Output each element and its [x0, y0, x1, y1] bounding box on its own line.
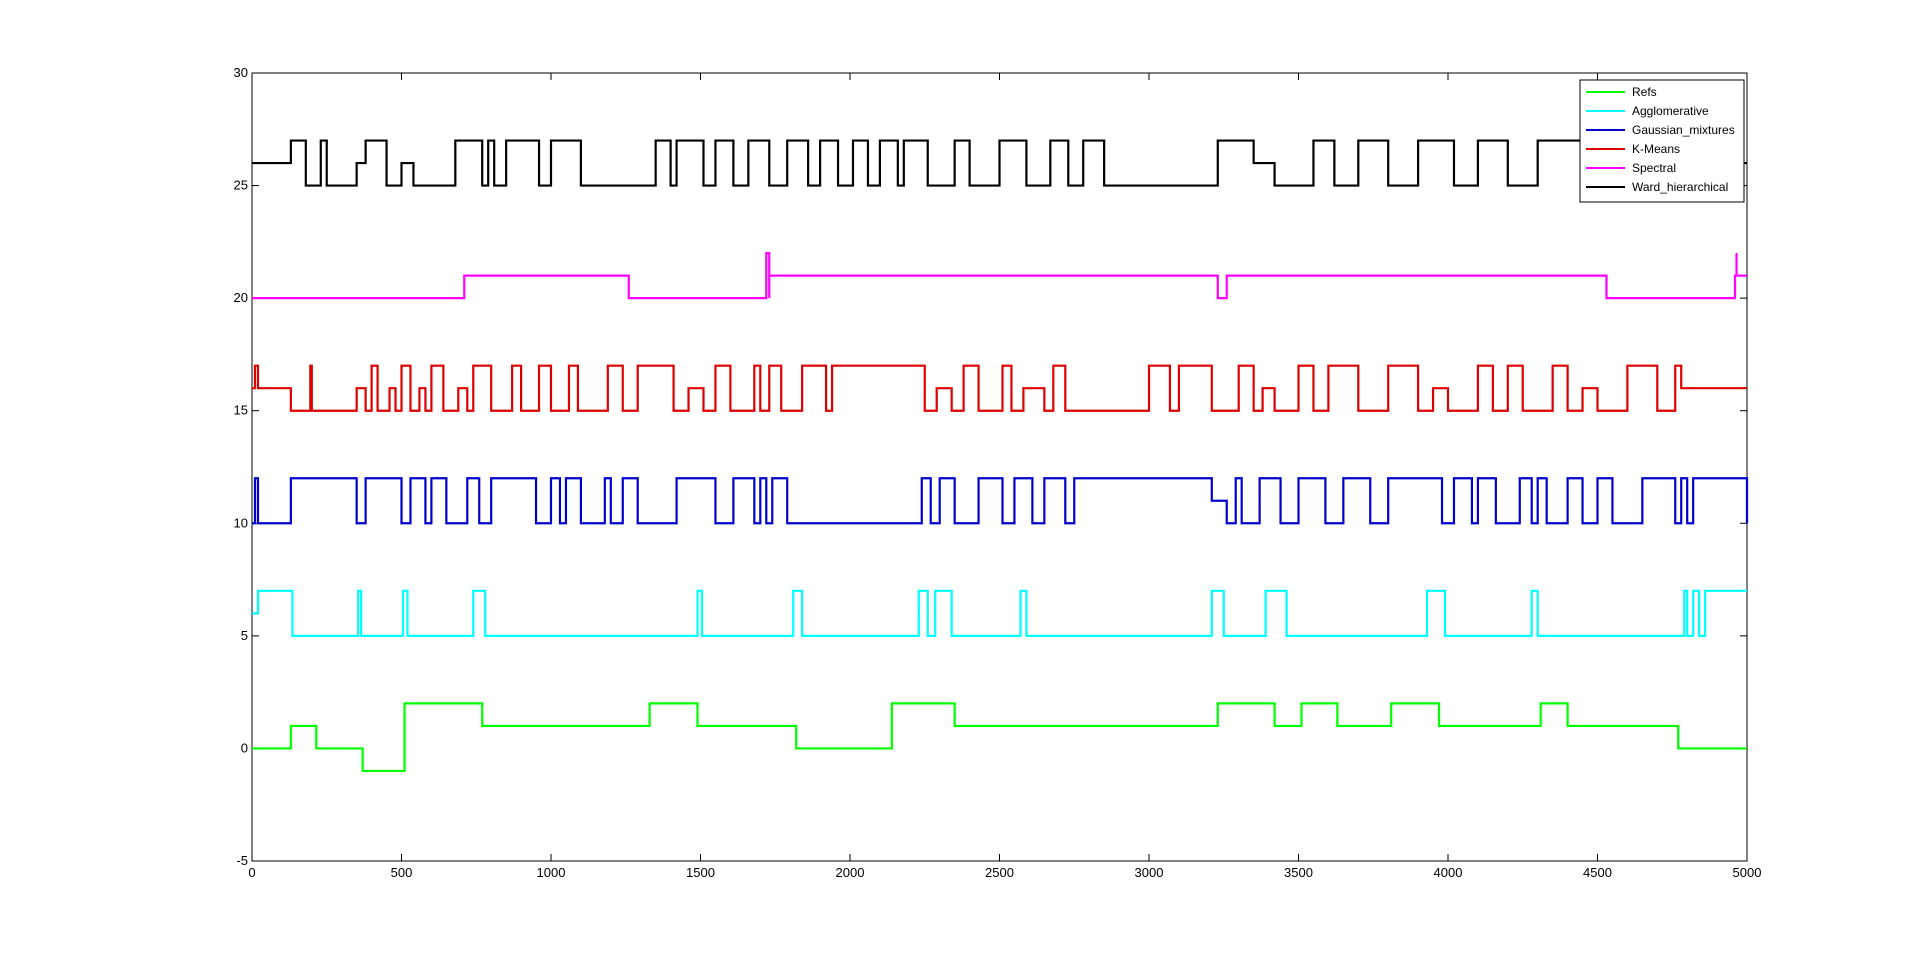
x-tick-label: 2500 — [985, 865, 1014, 880]
y-tick-label: 0 — [241, 740, 248, 755]
series-line-ward-hierarchical — [252, 139, 1747, 187]
y-tick-label: 15 — [234, 403, 248, 418]
series-lines — [252, 139, 1749, 773]
y-tick-label: 5 — [241, 628, 248, 643]
y-tick-label: -5 — [236, 853, 248, 868]
y-tick-label: 20 — [234, 290, 248, 305]
series-line-k-means — [252, 364, 1747, 412]
y-tick-label: 30 — [234, 65, 248, 80]
legend-label: K-Means — [1632, 142, 1680, 156]
series-line-agglomerative — [252, 589, 1747, 637]
x-tick-label: 3000 — [1135, 865, 1164, 880]
legend-label: Refs — [1632, 85, 1657, 99]
x-tick-label: 1000 — [537, 865, 566, 880]
x-tick-label: 3500 — [1284, 865, 1313, 880]
series-line-gaussian-mixtures — [252, 477, 1749, 525]
x-tick-label: 0 — [248, 865, 255, 880]
legend-box — [1579, 79, 1745, 203]
series-line-refs — [252, 702, 1747, 773]
legend-label: Ward_hierarchical — [1632, 180, 1728, 194]
legend: Refs Agglomerative Gaussian_mixtures K-Mean… — [1579, 79, 1745, 203]
y-tick-label: 25 — [234, 178, 248, 193]
x-tick-label: 500 — [391, 865, 413, 880]
series-line-spectral — [252, 252, 1747, 300]
x-tick-label: 1500 — [686, 865, 715, 880]
legend-label: Spectral — [1632, 161, 1676, 175]
x-tick-label: 4000 — [1434, 865, 1463, 880]
x-tick-label: 4500 — [1583, 865, 1612, 880]
legend-label: Agglomerative — [1632, 104, 1709, 118]
legend-label: Gaussian_mixtures — [1632, 123, 1735, 137]
x-tick-label: 5000 — [1733, 865, 1762, 880]
axis-ticks: 0 500 1000 1500 2000 2500 3000 3500 4000 4500 5000… — [234, 65, 1762, 880]
x-tick-label: 2000 — [836, 865, 865, 880]
plot-area — [251, 72, 1748, 862]
y-tick-label: 10 — [234, 515, 248, 530]
